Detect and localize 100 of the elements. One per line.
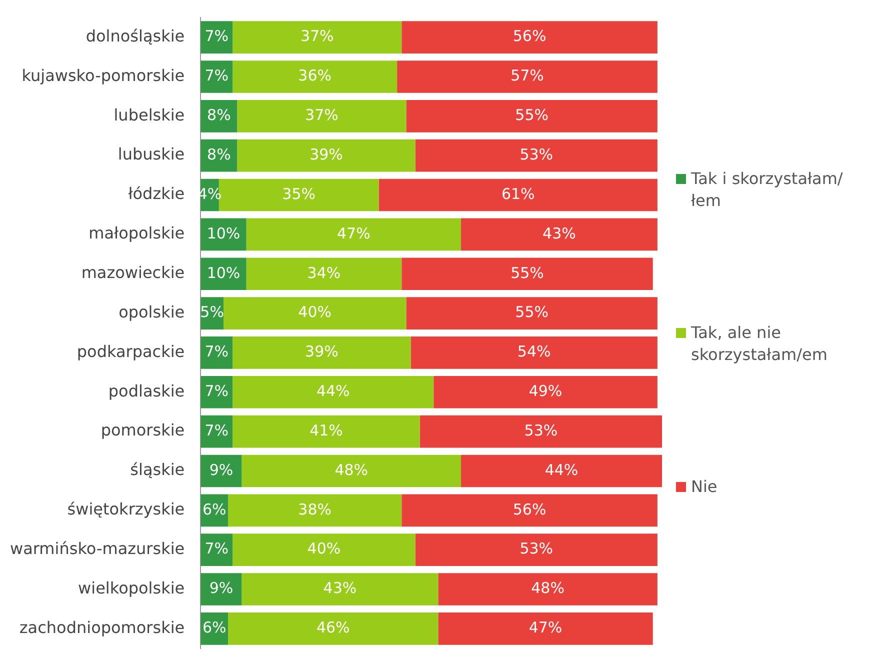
bar: [200, 454, 242, 488]
data-label: 40%: [307, 540, 341, 558]
bar: [200, 258, 246, 290]
legend-label: Nie: [691, 476, 718, 498]
y-tick-label: zachodniopomorskie: [19, 618, 185, 637]
bar: [246, 218, 462, 251]
data-label: 57%: [510, 66, 544, 85]
y-tick-label: świętokrzyskie: [67, 500, 185, 519]
bar: [406, 297, 658, 330]
bar: [378, 178, 658, 212]
bar: [246, 258, 402, 290]
data-label: 49%: [528, 382, 562, 400]
data-label: 7%: [204, 421, 229, 440]
data-label: 10%: [206, 264, 240, 282]
bar: [402, 258, 653, 290]
data-label: 55%: [515, 106, 548, 124]
y-tick-label: pomorskie: [100, 420, 185, 440]
y-tick-label: dolnośląskie: [86, 26, 185, 46]
data-label: 43%: [323, 579, 357, 598]
y-tick-label: kujawsko-pomorskie: [22, 66, 185, 85]
bar: [402, 494, 658, 527]
bar: [232, 534, 416, 566]
data-label: 6%: [202, 618, 226, 637]
bar: [242, 454, 462, 488]
y-tick-label: łódzkie: [128, 184, 185, 204]
y-tick-label: małopolskie: [88, 224, 185, 243]
bar: [228, 494, 402, 527]
bar: [237, 139, 416, 172]
bar: [410, 336, 658, 369]
bar: [200, 573, 242, 606]
data-label: 36%: [298, 66, 332, 85]
bar: [402, 21, 658, 54]
bar: [397, 60, 658, 93]
bar: [420, 415, 662, 448]
y-tick-label: lubelskie: [114, 105, 185, 124]
data-label: 56%: [512, 27, 546, 46]
data-label: 55%: [515, 303, 548, 322]
bar: [232, 415, 420, 448]
data-label: 37%: [305, 106, 338, 124]
bar: [228, 612, 438, 645]
y-tick-label: lubuskie: [118, 144, 185, 164]
bar: [232, 21, 402, 54]
bar: [232, 376, 434, 408]
bar: [438, 573, 658, 606]
data-label: 56%: [512, 500, 546, 518]
y-tick-label: podlaskie: [108, 381, 185, 400]
data-label: 53%: [520, 540, 554, 558]
bar: [461, 218, 658, 251]
data-label: 61%: [501, 184, 535, 203]
data-label: 5%: [200, 303, 224, 322]
data-label: 55%: [510, 264, 544, 282]
data-label: 8%: [207, 106, 231, 124]
data-label: 7%: [204, 382, 229, 400]
data-label: 39%: [305, 342, 338, 361]
data-label: 7%: [204, 27, 229, 46]
bar: [223, 297, 406, 330]
y-tick-label: wielkopolskie: [78, 578, 185, 598]
data-label: 34%: [307, 264, 341, 282]
data-label: 48%: [531, 579, 564, 598]
bar: [242, 573, 438, 606]
bar: [438, 612, 653, 645]
bar: [461, 454, 662, 488]
data-label: 9%: [209, 579, 234, 598]
bar: [415, 139, 658, 172]
data-label: 37%: [300, 27, 334, 46]
data-label: 35%: [282, 184, 316, 203]
y-tick-label: opolskie: [118, 302, 185, 322]
data-label: 6%: [202, 500, 226, 518]
data-label: 7%: [204, 342, 229, 361]
data-label: 44%: [544, 460, 578, 479]
data-label: 8%: [207, 145, 231, 164]
bar: [406, 100, 658, 132]
y-tick-label: warmińsko-mazurskie: [10, 538, 185, 558]
data-label: 4%: [198, 184, 222, 203]
data-label: 9%: [209, 460, 234, 479]
legend-label: Tak i skorzystałam/łem: [691, 168, 844, 212]
legend-label: Tak, ale nie skorzystałam/em: [691, 322, 828, 366]
data-label: 41%: [310, 421, 343, 440]
data-label: 48%: [334, 460, 368, 479]
bar: [232, 60, 398, 93]
data-label: 10%: [206, 224, 240, 242]
data-label: 7%: [204, 66, 229, 85]
data-label: 47%: [528, 618, 562, 637]
data-label: 7%: [204, 540, 229, 558]
y-tick-label: podkarpackie: [76, 342, 185, 361]
y-tick-label: mazowieckie: [81, 263, 185, 282]
data-label: 53%: [524, 421, 558, 440]
bar: [237, 100, 406, 132]
data-label: 38%: [298, 500, 332, 518]
data-label: 46%: [316, 618, 350, 637]
bar: [232, 336, 411, 369]
bar: [434, 376, 658, 408]
data-label: 53%: [520, 145, 554, 164]
bar: [415, 534, 658, 566]
data-label: 54%: [517, 342, 551, 361]
data-label: 44%: [316, 382, 350, 400]
data-label: 39%: [310, 145, 343, 164]
data-label: 43%: [542, 224, 576, 242]
data-label: 47%: [337, 224, 370, 242]
y-tick-label: śląskie: [130, 460, 185, 480]
